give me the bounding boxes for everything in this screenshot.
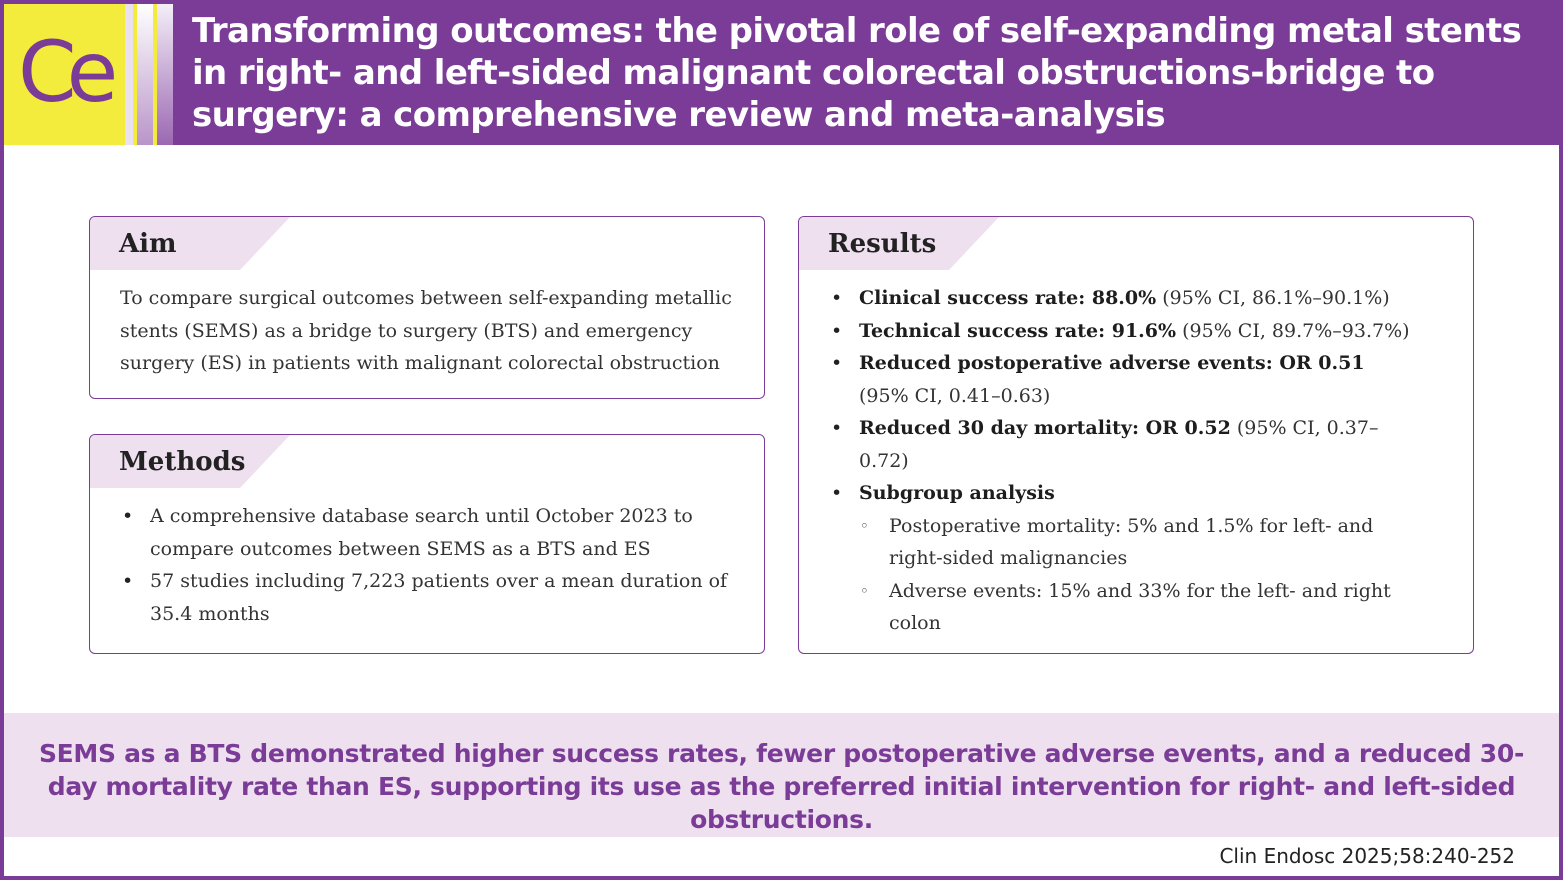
methods-list: A comprehensive database search until Oc…: [120, 500, 748, 630]
list-item: Reduced postoperative adverse events: OR…: [829, 347, 1413, 412]
list-item: Clinical success rate: 88.0% (95% CI, 86…: [829, 282, 1413, 315]
logo-text: Ce: [18, 23, 118, 121]
result-label: Clinical success rate: 88.0%: [859, 287, 1157, 309]
result-label: Reduced postoperative adverse events: OR…: [859, 352, 1365, 374]
logo-stripe: [125, 4, 133, 145]
conclusion-text: SEMS as a BTS demonstrated higher succes…: [38, 739, 1525, 834]
result-label: Reduced 30 day mortality: OR 0.52: [859, 417, 1231, 439]
methods-panel: Methods A comprehensive database search …: [89, 434, 765, 654]
results-heading: Results: [828, 229, 937, 259]
result-detail: (95% CI, 0.37–0.72): [859, 417, 1379, 472]
sub-list-item: Postoperative mortality: 5% and 1.5% for…: [859, 510, 1413, 575]
aim-panel: Aim To compare surgical outcomes between…: [89, 216, 765, 399]
logo-stripe: [120, 4, 125, 145]
sub-list-item: Adverse events: 15% and 33% for the left…: [859, 575, 1413, 640]
result-detail: (95% CI, 89.7%–93.7%): [1176, 319, 1410, 342]
citation: Clin Endosc 2025;58:240-252: [1219, 844, 1515, 868]
logo-stripe: [133, 4, 137, 145]
methods-heading: Methods: [119, 447, 246, 477]
page-title: Transforming outcomes: the pivotal role …: [192, 11, 1522, 135]
aim-heading: Aim: [119, 229, 177, 259]
conclusion-band: SEMS as a BTS demonstrated higher succes…: [4, 713, 1559, 837]
result-label: Subgroup analysis: [859, 482, 1055, 504]
list-item: Technical success rate: 91.6% (95% CI, 8…: [829, 315, 1413, 348]
logo-stripe: [137, 4, 153, 145]
result-label: Technical success rate: 91.6%: [859, 319, 1177, 342]
header-banner: Ce Transforming outcomes: the pivotal ro…: [0, 0, 1563, 145]
list-item: 57 studies including 7,223 patients over…: [120, 565, 748, 630]
list-item: Subgroup analysis: [829, 477, 1413, 510]
result-detail: (95% CI, 86.1%–90.1%): [1156, 287, 1390, 309]
logo-stripe: [153, 4, 157, 145]
results-panel: Results Clinical success rate: 88.0% (95…: [798, 216, 1474, 654]
list-item: A comprehensive database search until Oc…: [120, 500, 748, 565]
results-list: Clinical success rate: 88.0% (95% CI, 86…: [829, 282, 1413, 640]
result-detail: (95% CI, 0.41–0.63): [859, 384, 1051, 407]
sublist-container: Postoperative mortality: 5% and 1.5% for…: [829, 510, 1413, 640]
list-item: Reduced 30 day mortality: OR 0.52 (95% C…: [829, 412, 1413, 477]
logo-stripe: [157, 4, 173, 145]
journal-logo: Ce: [4, 4, 120, 145]
aim-text: To compare surgical outcomes between sel…: [120, 287, 732, 374]
